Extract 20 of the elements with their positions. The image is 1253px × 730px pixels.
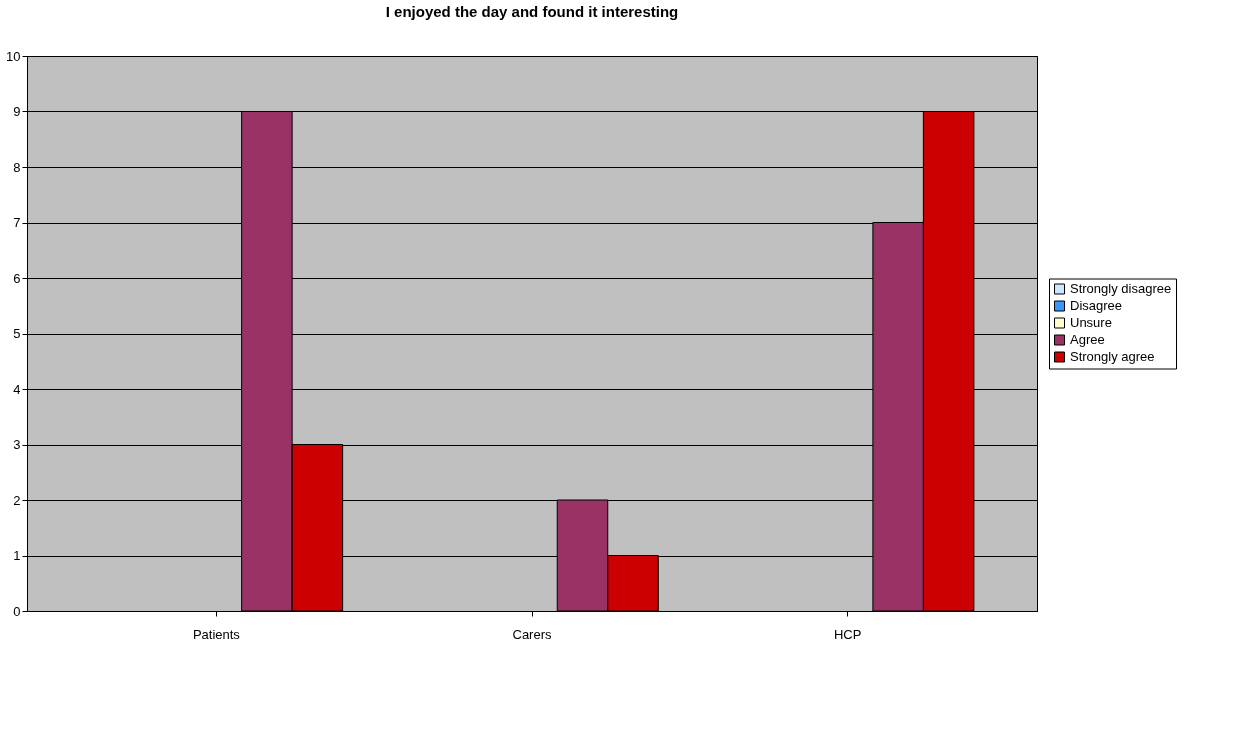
x-tick-label: Patients [192, 626, 241, 642]
y-tick-label: 5 [13, 326, 21, 341]
y-tick-label: 7 [13, 215, 21, 230]
chart-title: I enjoyed the day and found it interesting [385, 3, 679, 20]
y-tick-label: 9 [13, 104, 21, 119]
y-tick-label: 1 [13, 548, 21, 563]
legend-label: Disagree [1070, 298, 1123, 313]
legend-label: Strongly agree [1070, 349, 1155, 364]
x-tick-label: HCP [833, 626, 862, 642]
y-tick-label: 10 [6, 48, 21, 64]
y-tick-label: 6 [13, 270, 21, 286]
legend-label: Unsure [1070, 315, 1112, 330]
y-tick-label: 4 [13, 381, 21, 397]
y-tick-label: 0 [13, 603, 21, 619]
y-tick-label: 2 [13, 492, 21, 508]
y-tick-label: 3 [13, 437, 21, 452]
x-tick-label: Carers [512, 626, 552, 642]
legend-label: Strongly disagree [1070, 281, 1172, 296]
y-tick-label: 8 [13, 159, 21, 175]
legend-label: Agree [1070, 332, 1105, 347]
